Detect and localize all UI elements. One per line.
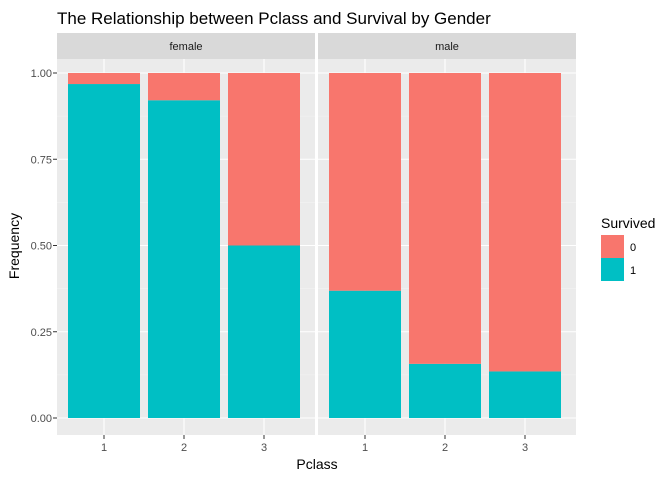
x-axis-title: Pclass [296, 456, 337, 472]
bar-male-pclass1-survived1 [329, 290, 401, 418]
facet-strip [318, 33, 576, 59]
y-axis-title: Frequency [6, 213, 22, 279]
bar-female-pclass2-survived0 [148, 73, 220, 101]
bar-female-pclass3-survived0 [228, 73, 300, 246]
chart-title: The Relationship between Pclass and Surv… [57, 9, 491, 28]
legend-key-0 [601, 235, 624, 258]
facet-strip-label: male [435, 41, 459, 53]
y-tick-label: 0.25 [31, 327, 52, 339]
bar-female-pclass1-survived1 [68, 84, 140, 418]
x-tick-label: 3 [522, 442, 528, 454]
y-tick-label: 0.75 [31, 154, 52, 166]
bar-female-pclass3-survived1 [228, 245, 300, 418]
x-tick-label: 1 [362, 442, 368, 454]
facet-panel-female: female 1 2 3 [57, 33, 315, 454]
bar-male-pclass3-survived1 [489, 371, 561, 418]
legend-label-1: 1 [630, 265, 636, 277]
legend-key-1 [601, 258, 624, 281]
facet-panels: female 1 2 3 male 1 2 3 [57, 33, 576, 454]
legend: Survived 0 1 [601, 215, 655, 281]
legend-label-0: 0 [630, 242, 636, 254]
x-tick-label: 2 [181, 442, 187, 454]
facet-panel-male: male 1 2 3 [318, 33, 576, 454]
legend-title: Survived [601, 215, 655, 231]
bar-male-pclass2-survived0 [409, 73, 481, 364]
x-tick-label: 2 [442, 442, 448, 454]
bar-male-pclass1-survived0 [329, 73, 401, 291]
y-tick-label: 1.00 [31, 68, 52, 80]
y-tick-label: 0.50 [31, 241, 52, 253]
y-tick-label: 0.00 [31, 413, 52, 425]
bar-male-pclass3-survived0 [489, 73, 561, 372]
x-tick-label: 1 [101, 442, 107, 454]
bar-male-pclass2-survived1 [409, 363, 481, 418]
facet-strip-label: female [169, 41, 202, 53]
bar-female-pclass2-survived1 [148, 100, 220, 418]
bar-female-pclass1-survived0 [68, 73, 140, 85]
facet-strip [57, 33, 315, 59]
x-tick-label: 3 [261, 442, 267, 454]
